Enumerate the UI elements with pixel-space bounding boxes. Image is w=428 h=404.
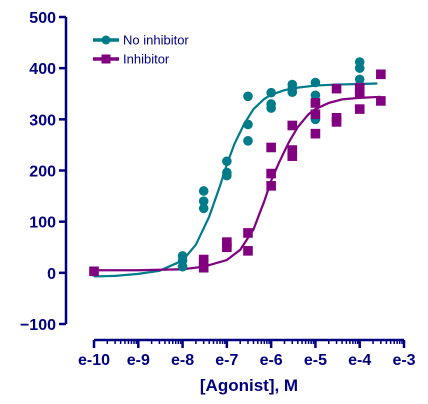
legend-label: Inhibitor	[123, 52, 170, 67]
data-point	[266, 168, 276, 179]
x-tick-label: e-8	[171, 352, 194, 369]
data-point	[376, 96, 386, 106]
legend-marker	[101, 54, 111, 64]
data-point	[222, 156, 232, 167]
x-axis-title: [Agonist], M	[200, 376, 298, 395]
data-point	[354, 74, 365, 85]
data-point	[287, 145, 298, 155]
data-point	[310, 128, 321, 139]
y-tick-label: −100	[20, 317, 56, 334]
data-point	[243, 91, 253, 102]
data-point	[222, 237, 232, 247]
data-point	[198, 262, 209, 273]
data-point	[243, 119, 253, 130]
data-point	[354, 63, 365, 73]
x-tick-label: e-7	[215, 352, 238, 369]
data-point	[310, 77, 321, 88]
x-tick-label: e-5	[304, 352, 327, 369]
data-point	[222, 170, 232, 181]
legend-marker	[101, 35, 111, 45]
x-axis-ticks	[92, 340, 406, 348]
y-tick-label: 200	[29, 164, 56, 181]
y-axis-tick-labels: −100 0 100 200 300 400 500	[20, 10, 56, 334]
data-point	[266, 181, 276, 191]
x-tick-label: e-9	[127, 352, 150, 369]
data-point	[331, 117, 342, 127]
y-tick-label: 100	[29, 215, 56, 232]
x-tick-label: e-4	[348, 352, 371, 369]
data-point	[287, 87, 298, 98]
data-point	[354, 88, 365, 99]
y-tick-label: 300	[29, 112, 56, 129]
legend: No inhibitor Inhibitor	[93, 33, 189, 67]
data-point	[310, 98, 321, 108]
data-point	[310, 109, 321, 120]
data-point	[287, 151, 298, 161]
fit-curves	[93, 82, 381, 278]
fit-curve	[93, 82, 378, 278]
data-point	[376, 69, 386, 80]
data-point	[198, 203, 209, 214]
y-tick-label: 0	[47, 266, 56, 283]
data-point	[266, 142, 276, 153]
data-point	[354, 104, 365, 114]
y-tick-label: 400	[29, 61, 56, 78]
data-point	[198, 186, 209, 196]
x-tick-label: e-3	[392, 352, 415, 369]
data-point	[266, 103, 276, 113]
data-point	[243, 228, 253, 238]
x-tick-label: e-10	[78, 352, 110, 369]
data-point	[243, 246, 253, 256]
x-axis-tick-labels: e-10 e-9 e-8 e-7 e-6 e-5 e-4 e-3	[78, 352, 416, 369]
data-point	[243, 136, 253, 146]
data-point	[310, 90, 321, 101]
data-point	[266, 87, 276, 98]
data-point	[198, 257, 209, 268]
data-points	[89, 57, 386, 277]
x-tick-label: e-6	[260, 352, 283, 369]
data-point	[89, 266, 99, 277]
data-point	[331, 83, 342, 94]
data-point	[287, 120, 298, 131]
data-point	[198, 196, 209, 206]
data-point	[354, 82, 365, 93]
y-axis-ticks	[59, 15, 66, 326]
legend-label: No inhibitor	[123, 33, 189, 48]
data-point	[177, 261, 188, 272]
y-tick-label: 500	[29, 10, 56, 27]
data-point	[222, 242, 232, 253]
